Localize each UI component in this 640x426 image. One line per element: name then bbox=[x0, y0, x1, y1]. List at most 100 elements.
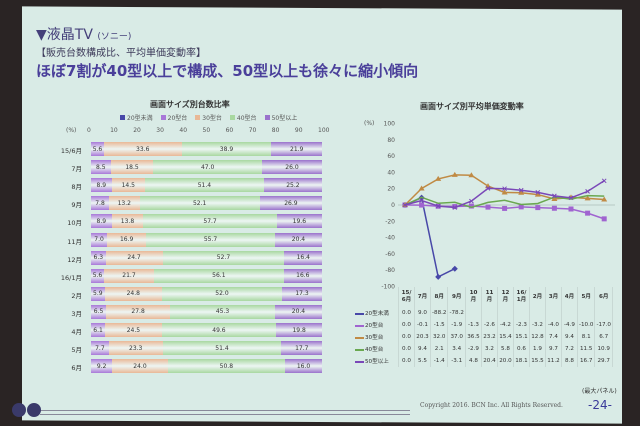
bar-segment: 18.5 bbox=[110, 160, 154, 175]
row-label: 2月 bbox=[71, 291, 82, 300]
table-cell: 20.3 bbox=[414, 331, 431, 343]
table-cell: -10.0 bbox=[577, 319, 596, 331]
bar-segment: 13.2 bbox=[109, 196, 140, 211]
bar-value-label: 17.7 bbox=[295, 344, 309, 352]
slide-subtitle: 【販売台数構成比、平均単価変動率】 bbox=[36, 48, 206, 59]
table-cell: 9.4 bbox=[414, 343, 431, 355]
legend-swatch bbox=[120, 115, 125, 120]
table-cell: 0.0 bbox=[398, 343, 415, 355]
table-cell: 12.8 bbox=[529, 331, 546, 343]
table-cell: 10.9 bbox=[594, 343, 613, 355]
note: (最大パネル) bbox=[582, 388, 617, 395]
legend-label: 30型台 bbox=[202, 115, 222, 122]
row-label: 4月 bbox=[71, 328, 82, 336]
series-label: 20型台 bbox=[354, 319, 399, 331]
bar-value-label: 24.7 bbox=[127, 254, 141, 262]
bar-segment: 17.7 bbox=[281, 341, 323, 356]
table-cell: -0.1 bbox=[414, 319, 431, 331]
data-point bbox=[419, 202, 425, 208]
table-cell: 29.7 bbox=[594, 355, 613, 367]
bar-value-label: 52.7 bbox=[216, 254, 231, 262]
bar-value-label: 7.0 bbox=[94, 236, 104, 243]
data-point bbox=[568, 206, 574, 212]
table-cell: -88.2 bbox=[430, 307, 449, 319]
table-cell: 1.9 bbox=[529, 343, 546, 355]
table-cell: 11.2 bbox=[545, 355, 562, 367]
bar-segment: 24.5 bbox=[105, 323, 162, 337]
table-cell: 15.1 bbox=[513, 331, 530, 343]
bar-segment: 7.7 bbox=[91, 341, 109, 356]
bar-segment: 19.6 bbox=[276, 214, 322, 229]
bar-segment: 7.0 bbox=[91, 232, 108, 247]
copyright: Copyright 2016. BCN Inc. All Rights Rese… bbox=[420, 402, 563, 409]
data-point bbox=[469, 198, 474, 204]
bar-value-label: 5.6 bbox=[92, 145, 103, 153]
bar-value-label: 47.0 bbox=[200, 163, 215, 171]
series-legend-line bbox=[355, 348, 364, 351]
data-point bbox=[518, 189, 525, 195]
data-point bbox=[534, 191, 541, 197]
table-cell: -4.0 bbox=[545, 319, 562, 331]
row-label: 9月 bbox=[71, 201, 82, 210]
bar-value-label: 26.9 bbox=[284, 199, 298, 207]
bar-segment: 16.4 bbox=[284, 250, 323, 265]
legend-swatch bbox=[229, 115, 235, 120]
bar-segment: 52.1 bbox=[139, 196, 260, 211]
bar-value-label: 51.4 bbox=[197, 181, 212, 189]
data-point bbox=[601, 178, 607, 184]
bar-segment: 16.0 bbox=[285, 359, 322, 374]
bar-value-label: 7.7 bbox=[95, 344, 105, 352]
data-point bbox=[402, 202, 408, 208]
bar-segment: 8.5 bbox=[91, 160, 111, 175]
column-header: 9月 bbox=[447, 287, 466, 307]
bar-value-label: 57.7 bbox=[203, 217, 217, 225]
data-point bbox=[485, 204, 491, 210]
legend-item: 30型台 bbox=[195, 113, 222, 122]
legend-swatch bbox=[195, 115, 201, 120]
bar-value-label: 52.1 bbox=[192, 199, 207, 207]
row-label: 3月 bbox=[71, 309, 82, 318]
table-cell: -1.3 bbox=[465, 319, 482, 331]
series-name: 30型台 bbox=[365, 335, 384, 341]
bar-value-label: 24.0 bbox=[133, 362, 147, 370]
table-cell: 0.0 bbox=[398, 319, 415, 331]
bar-value-label: 21.7 bbox=[122, 272, 136, 280]
series-name: 20型台 bbox=[365, 323, 384, 329]
table-cell bbox=[594, 307, 613, 319]
bar-segment: 21.9 bbox=[271, 142, 322, 156]
bar-value-label: 52.0 bbox=[215, 290, 229, 298]
title-text: ▼液晶TV bbox=[36, 27, 93, 43]
y-tick-label: 20 bbox=[387, 186, 395, 193]
series-label: 50型以上 bbox=[354, 355, 399, 367]
bar-value-label: 16.4 bbox=[296, 254, 310, 262]
data-point bbox=[535, 205, 541, 211]
bar-value-label: 38.9 bbox=[219, 145, 234, 153]
legend-label: 50型以上 bbox=[271, 115, 298, 122]
column-header: 8月 bbox=[430, 287, 449, 307]
bar-value-label: 14.5 bbox=[121, 181, 135, 189]
series-label: 30型台 bbox=[354, 331, 399, 343]
table-cell: 18.1 bbox=[513, 355, 530, 367]
column-header: 4月 bbox=[561, 287, 578, 307]
bar-value-label: 16.6 bbox=[296, 272, 310, 280]
table-cell bbox=[561, 307, 578, 319]
y-tick-label: 0 bbox=[391, 202, 395, 209]
maker-text: (ソニー) bbox=[97, 32, 132, 42]
series-legend-line bbox=[355, 336, 364, 339]
bar-segment: 51.4 bbox=[162, 341, 282, 356]
bar-segment: 7.8 bbox=[91, 196, 110, 211]
table-cell: 2.1 bbox=[430, 343, 449, 355]
legend-swatch bbox=[160, 115, 166, 120]
series-legend-line bbox=[355, 312, 364, 315]
table-cell: 7.2 bbox=[561, 343, 578, 355]
bar-segment: 38.9 bbox=[181, 142, 272, 156]
table-cell: 8.1 bbox=[577, 331, 596, 343]
data-point bbox=[435, 175, 442, 181]
bar-value-label: 13.8 bbox=[120, 217, 135, 225]
bar-segment: 49.6 bbox=[161, 323, 277, 337]
table-cell: 7.4 bbox=[545, 331, 562, 343]
logo-icon bbox=[12, 403, 26, 417]
table-row: 40型台 0.0 9.4 2.1 3.4 -2.9 3.2 5.8 0.6 1.9 9.7 7.2 11… bbox=[354, 343, 613, 355]
table-cell: 0.0 bbox=[398, 307, 415, 319]
series-name: 40型台 bbox=[365, 347, 384, 353]
